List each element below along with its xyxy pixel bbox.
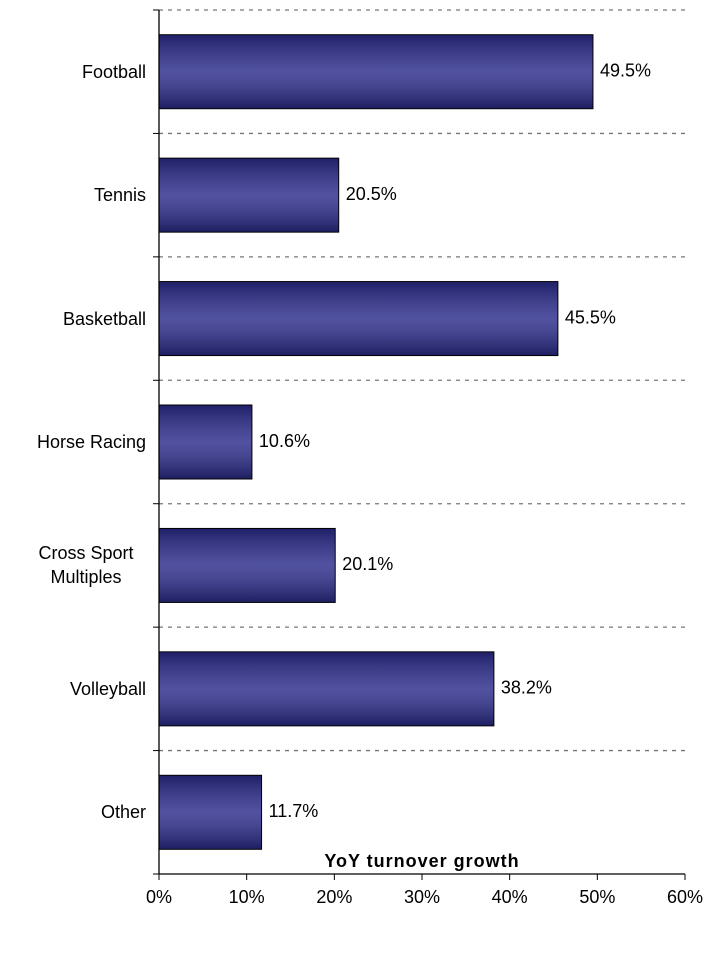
y-tick-label: Volleyball bbox=[69, 678, 146, 699]
bar-shine bbox=[159, 652, 494, 726]
x-axis-title: YoY turnover growth bbox=[324, 851, 519, 871]
x-tick-label: 50% bbox=[579, 887, 615, 907]
value-label: 45.5% bbox=[565, 307, 616, 327]
value-label: 20.1% bbox=[342, 554, 393, 574]
y-tick-label: Horse Racing bbox=[36, 432, 146, 452]
x-tick-label: 0% bbox=[146, 887, 172, 907]
value-label: 10.6% bbox=[259, 431, 310, 451]
value-label: 20.5% bbox=[346, 184, 397, 204]
y-tick-label: Other bbox=[100, 802, 146, 823]
x-tick-label: 30% bbox=[404, 887, 440, 907]
bar-shine bbox=[159, 282, 558, 356]
bar-shine bbox=[159, 158, 339, 232]
x-tick-label: 10% bbox=[229, 887, 265, 907]
value-label: 38.2% bbox=[501, 678, 552, 698]
value-label: 49.5% bbox=[600, 60, 651, 80]
bar-shine bbox=[159, 35, 593, 109]
y-tick-label: Cross Sport Multiples bbox=[38, 543, 134, 588]
y-tick-label: Tennis bbox=[93, 185, 146, 206]
value-label: 11.7% bbox=[269, 801, 319, 821]
x-tick-label: 20% bbox=[316, 887, 352, 907]
bar-shine bbox=[159, 528, 335, 602]
x-tick-label: 60% bbox=[667, 887, 703, 907]
y-tick-label: Basketball bbox=[62, 308, 146, 329]
y-tick-label: Football bbox=[81, 61, 146, 82]
bar-shine bbox=[159, 405, 252, 479]
bar-shine bbox=[159, 775, 262, 849]
x-tick-label: 40% bbox=[492, 887, 528, 907]
